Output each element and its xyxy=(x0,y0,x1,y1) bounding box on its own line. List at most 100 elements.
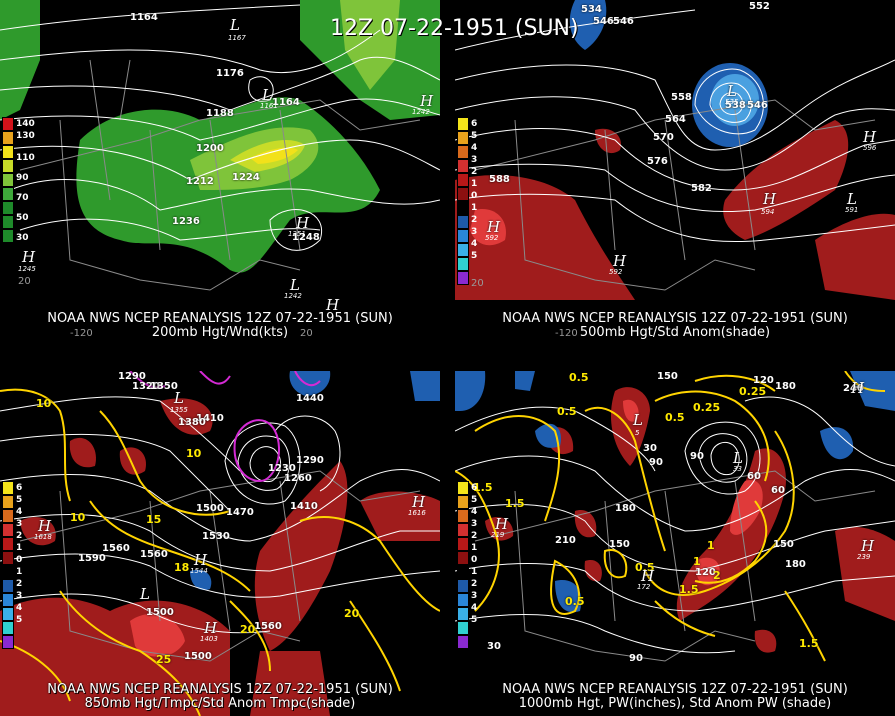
contour-label: 534 xyxy=(581,4,602,15)
center-value: 239 xyxy=(857,553,871,561)
contour-label: 1290 xyxy=(296,455,324,466)
legend-tick: 6 xyxy=(16,483,23,493)
contour-label: 1380 xyxy=(178,417,206,428)
center-value: 1242 xyxy=(412,108,430,116)
center-value: 33 xyxy=(733,465,742,473)
color-legend: 6 5 4 3 2 1 0 1 2 3 4 5 xyxy=(2,481,22,649)
panel-850mb: 1290 1320 1350 1410 1440 1380 1290 1470 … xyxy=(0,371,440,716)
pw-label: 0.5 xyxy=(565,595,585,608)
main-title: 12Z 07-22-1951 (SUN) xyxy=(330,16,579,41)
pw-label: 0.5 xyxy=(665,411,685,424)
center-value: 1161 xyxy=(260,102,278,110)
contour-label: 546 xyxy=(593,16,614,27)
contour-label: 1164 xyxy=(272,97,300,108)
high-center: H xyxy=(296,214,310,232)
pw-label: 1 xyxy=(693,555,701,568)
legend-tick: 5 xyxy=(471,251,478,261)
contour-label: 1560 xyxy=(140,549,168,560)
panel-200mb: 1164 1176 1188 1200 1212 1224 1236 1248 … xyxy=(0,0,440,345)
contour-label: 564 xyxy=(665,114,686,125)
contour-label: 240 xyxy=(843,383,864,394)
contour-label: 1500 xyxy=(146,607,174,618)
legend-tick: 3 xyxy=(16,591,23,601)
pw-label: 1.5 xyxy=(473,481,493,494)
high-center: H xyxy=(204,619,218,637)
legend-tick: 2 xyxy=(16,531,23,541)
center-value: 596 xyxy=(863,144,877,152)
contour-label: 576 xyxy=(647,156,668,167)
center-value: 1242 xyxy=(284,292,302,300)
contour-label: 60 xyxy=(771,485,785,496)
low-center: L xyxy=(262,86,272,104)
legend-tick: 2 xyxy=(471,579,478,589)
legend-tick: 0 xyxy=(16,555,23,565)
center-value: 592 xyxy=(485,234,499,242)
contour-label: 1470 xyxy=(226,507,254,518)
legend-tick: 3 xyxy=(471,155,478,165)
high-center: H xyxy=(763,190,777,208)
temperature-label: 20 xyxy=(344,607,360,620)
map-200mb xyxy=(0,0,440,291)
legend-tick: 4 xyxy=(471,239,478,249)
contour-label: 582 xyxy=(691,183,712,194)
pw-label: 2 xyxy=(713,569,721,582)
legend-tick: 4 xyxy=(16,507,23,517)
contour-label: 180 xyxy=(785,559,806,570)
legend-tick: 1 xyxy=(471,179,478,189)
panel-subcaption: 850mb Hgt/Tmpc/Std Anom Tmpc(shade) xyxy=(84,696,356,711)
contour-label: 538 xyxy=(725,100,746,111)
legend-tick: 3 xyxy=(471,591,478,601)
high-center: H xyxy=(495,515,509,533)
contour-label: 120 xyxy=(695,567,716,578)
contour-label: 588 xyxy=(489,174,510,185)
panel-1000mb: 150 120 180 240 90 30 60 90 180 210 150 … xyxy=(455,371,895,716)
contour-label: 1200 xyxy=(196,143,224,154)
legend-tick: 3 xyxy=(471,227,478,237)
pw-label: 1.5 xyxy=(799,637,819,650)
contour-label: 1236 xyxy=(172,216,200,227)
legend-tick: 140 xyxy=(16,119,35,129)
contour-label: 1320 xyxy=(132,381,160,392)
temperature-label: 25 xyxy=(156,653,172,666)
contour-label: 1224 xyxy=(232,172,260,183)
panel-caption: NOAA NWS NCEP REANALYSIS 12Z 07-22-1951 … xyxy=(47,682,393,697)
legend-tick: 110 xyxy=(16,153,35,163)
contour-label: 1560 xyxy=(102,543,130,554)
legend-tick: 5 xyxy=(16,495,23,505)
temperature-label: 10 xyxy=(36,397,52,410)
high-center: H xyxy=(194,551,208,569)
center-value: 594 xyxy=(761,208,775,216)
center-value: 1616 xyxy=(408,509,426,517)
legend-tick: 1 xyxy=(471,203,478,213)
legend-tick: 90 xyxy=(16,173,29,183)
panel-subcaption: 500mb Hgt/Std Anom(shade) xyxy=(579,325,771,340)
center-value: 1167 xyxy=(228,34,246,42)
high-center: H xyxy=(326,296,340,314)
contour-label: 1440 xyxy=(296,393,324,404)
temperature-label: 10 xyxy=(70,511,86,524)
contour-label: 558 xyxy=(671,92,692,103)
high-center: H xyxy=(487,218,501,236)
legend-tick: 3 xyxy=(471,519,478,529)
contour-label: 180 xyxy=(615,503,636,514)
high-center: H xyxy=(613,252,627,270)
contour-label: 1212 xyxy=(186,176,214,187)
contour-label: 1410 xyxy=(290,501,318,512)
panel-caption: NOAA NWS NCEP REANALYSIS 12Z 07-22-1951 … xyxy=(502,682,848,697)
legend-tick: 3 xyxy=(16,519,23,529)
map-1000mb xyxy=(455,371,895,662)
contour-label: 30 xyxy=(487,641,501,652)
temperature-label: 18 xyxy=(174,561,190,574)
legend-tick: 70 xyxy=(16,193,29,203)
contour-label: 1176 xyxy=(216,68,244,79)
contour-label: 90 xyxy=(690,451,704,462)
color-legend: 6 5 4 3 2 1 0 1 2 3 4 5 xyxy=(457,481,477,649)
high-center: H xyxy=(851,379,865,397)
legend-tick: 2 xyxy=(471,531,478,541)
color-legend: 140 130 110 90 70 50 30 xyxy=(2,117,35,243)
longitude-label: -120 xyxy=(555,328,578,339)
legend-tick: 4 xyxy=(16,603,23,613)
legend-tick: 30 xyxy=(16,233,29,243)
low-center: L xyxy=(174,389,184,407)
contour-label: 1500 xyxy=(184,651,212,662)
